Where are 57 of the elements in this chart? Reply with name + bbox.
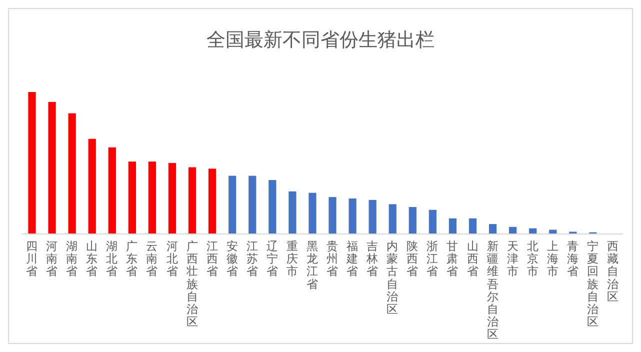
x-tick-label: 新疆维吾尔自治区 xyxy=(486,239,499,342)
x-tick-label: 甘肃省 xyxy=(446,239,459,278)
x-tick-label: 江苏省 xyxy=(246,239,258,278)
x-tick-label: 宁夏回族自治区 xyxy=(586,239,599,329)
x-tick-label: 云南省 xyxy=(146,239,158,278)
bar xyxy=(168,163,176,234)
x-tick-label: 河南省 xyxy=(46,239,58,278)
x-tick-label: 山西省 xyxy=(466,239,479,278)
x-tick-label: 重庆市 xyxy=(286,239,298,278)
x-tick-label: 江西省 xyxy=(206,239,218,278)
x-tick-label: 陕西省 xyxy=(406,239,419,278)
bar xyxy=(108,147,116,234)
x-tick-label: 福建省 xyxy=(346,239,359,278)
x-tick-label: 安徽省 xyxy=(226,239,238,278)
chart-title: 全国最新不同省份生猪出栏 xyxy=(206,29,434,51)
bar xyxy=(188,167,196,234)
bar xyxy=(328,197,336,234)
bar xyxy=(248,176,256,234)
x-tick-label: 四川省 xyxy=(26,239,38,278)
x-tick-label: 广西壮族自治区 xyxy=(185,239,198,329)
bar xyxy=(368,200,376,234)
bar xyxy=(428,210,436,234)
x-tick-label: 河北省 xyxy=(166,239,178,278)
bar xyxy=(348,198,356,234)
bar xyxy=(549,230,557,234)
x-tick-label: 山东省 xyxy=(86,239,98,278)
bar xyxy=(488,224,497,234)
x-tick-label: 湖北省 xyxy=(106,239,118,278)
x-tick-label: 湖南省 xyxy=(66,239,78,278)
bar xyxy=(88,138,96,234)
bar xyxy=(48,102,56,234)
bar xyxy=(509,226,517,234)
bar xyxy=(388,204,396,234)
x-tick-label: 广东省 xyxy=(126,239,138,278)
bar xyxy=(408,207,416,234)
bar xyxy=(128,162,136,234)
x-tick-label: 辽宁省 xyxy=(266,239,278,278)
x-tick-label: 浙江省 xyxy=(426,239,439,278)
bar xyxy=(208,168,216,234)
bar xyxy=(288,191,296,234)
x-tick-label: 青海省 xyxy=(566,239,579,278)
bar xyxy=(448,218,457,234)
x-tick-label: 黑龙江省 xyxy=(306,239,318,291)
x-tick-label: 天津市 xyxy=(506,239,519,278)
x-tick-label: 西藏自治区 xyxy=(606,239,619,304)
x-tick-label: 上海市 xyxy=(546,239,559,278)
bar xyxy=(28,92,36,234)
bar xyxy=(68,113,76,234)
bar xyxy=(468,218,477,234)
bar xyxy=(228,176,236,234)
x-tick-label: 吉林省 xyxy=(366,239,379,278)
bar xyxy=(268,180,276,234)
x-tick-label: 内蒙古自治区 xyxy=(386,239,399,316)
x-tick-label: 北京市 xyxy=(526,239,539,278)
bar xyxy=(308,192,316,234)
bar xyxy=(148,162,156,234)
x-tick-label: 贵州省 xyxy=(326,239,339,278)
